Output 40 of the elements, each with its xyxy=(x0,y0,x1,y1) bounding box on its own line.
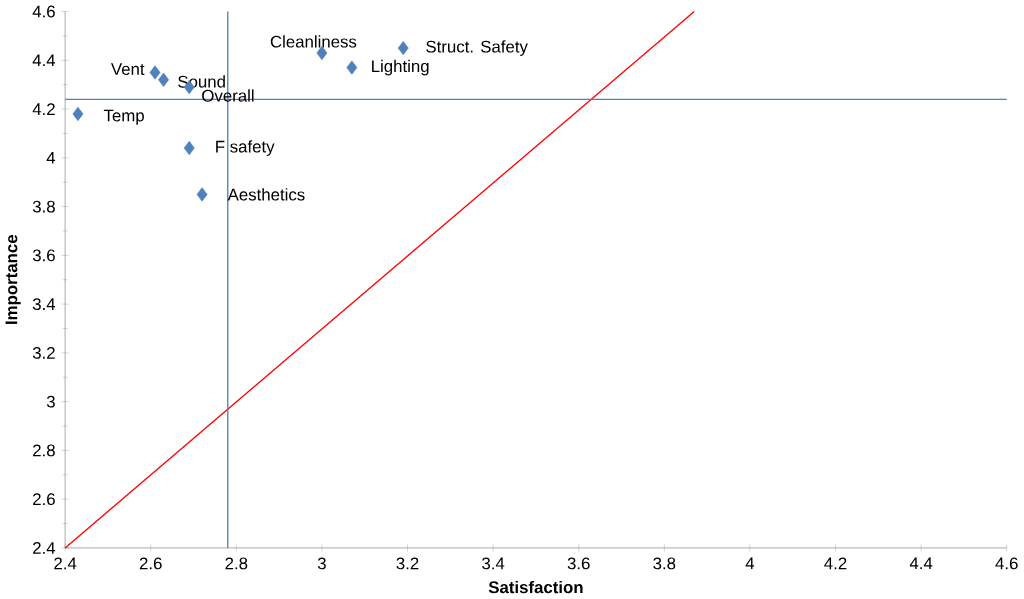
x-tick-label: 2.4 xyxy=(54,557,77,570)
point xyxy=(158,72,169,87)
x-tick-label: 3 xyxy=(317,557,326,570)
annotation: Struct. Safety xyxy=(426,40,528,57)
y-tick-label: 2.8 xyxy=(33,444,55,457)
x-tick-label: 4.6 xyxy=(995,557,1018,570)
y-tick-label: 2.4 xyxy=(33,542,56,554)
y-axis-title: Importance xyxy=(5,235,21,324)
point xyxy=(346,60,358,75)
x-tick-label: 2.6 xyxy=(139,557,162,570)
x-tick-label: 3.6 xyxy=(567,557,590,570)
y-tick-label: 3.2 xyxy=(32,347,55,359)
y-tick-label: 3.6 xyxy=(32,249,55,262)
point xyxy=(183,141,195,156)
y-tick-label: 4.6 xyxy=(32,5,55,18)
x-axis-title: Satisfaction xyxy=(488,580,583,594)
annotation: Cleanliness xyxy=(270,35,357,48)
x-tick-label: 4 xyxy=(745,557,755,570)
y-tick-label: 4 xyxy=(46,152,56,164)
x-tick-label: 3.2 xyxy=(396,557,419,570)
x-tick-label: 4.4 xyxy=(909,557,933,570)
point xyxy=(72,106,84,122)
annotation: Lighting xyxy=(372,59,429,76)
x-tick-label: 4.2 xyxy=(824,557,847,570)
annotation: F safety xyxy=(216,140,275,156)
annotation: Aesthetics xyxy=(227,188,305,201)
y-tick-label: 2.6 xyxy=(33,493,55,506)
y-tick-label: 3.8 xyxy=(32,200,55,213)
x-tick-label: 3.4 xyxy=(482,557,505,570)
point xyxy=(149,65,161,80)
y-tick-label: 4.4 xyxy=(32,54,56,67)
x-tick-label: 2.8 xyxy=(225,557,248,570)
y-tick-label: 3 xyxy=(46,395,55,408)
point xyxy=(196,187,208,202)
y-tick-label: 4.2 xyxy=(32,103,55,116)
x-tick-label: 3.8 xyxy=(653,557,676,570)
point xyxy=(397,41,409,56)
annotation: Temp xyxy=(103,109,144,125)
annotation: Vent xyxy=(110,63,145,76)
y-tick-label: 3.4 xyxy=(32,298,56,311)
